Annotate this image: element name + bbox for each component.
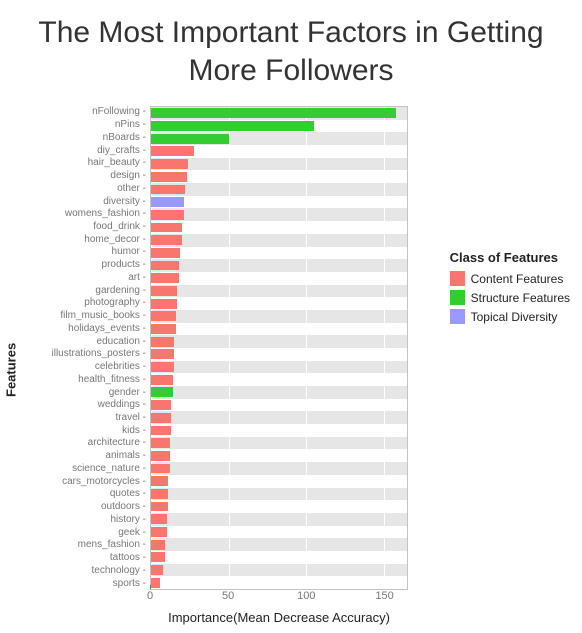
category-label: quotes - (22, 489, 146, 499)
category-label: science_nature - (22, 464, 146, 474)
bar (151, 134, 229, 144)
category-label: humor - (22, 247, 146, 257)
bar (151, 413, 171, 423)
category-label: holidays_events - (22, 324, 146, 334)
legend-title: Class of Features (450, 250, 570, 265)
y-axis-categories: nFollowing - nPins - nBoards - diy_crafts -… (22, 106, 150, 590)
category-label: film_music_books - (22, 311, 146, 321)
category-label: womens_fashion - (22, 209, 146, 219)
category-label: illustrations_posters - (22, 349, 146, 359)
category-label: nFollowing - (22, 107, 146, 117)
category-label: kids - (22, 426, 146, 436)
chart-area: Features nFollowing - nPins - nBoards - diy… (0, 106, 582, 633)
category-label: weddings - (22, 400, 146, 410)
category-label: education - (22, 337, 146, 347)
x-axis-ticks: 0 50 100 150 (150, 590, 408, 608)
category-label: nBoards - (22, 133, 146, 143)
category-label: diy_crafts - (22, 146, 146, 156)
bar (151, 223, 182, 233)
bar (151, 324, 176, 334)
category-label: history - (22, 515, 146, 525)
legend-item: Topical Diversity (450, 309, 570, 324)
bar (151, 451, 170, 461)
bar (151, 248, 180, 258)
category-label: cars_motorcycles - (22, 477, 146, 487)
bar (151, 426, 171, 436)
x-tick: 0 (147, 590, 153, 602)
x-tick: 50 (222, 590, 234, 602)
bar (151, 108, 396, 118)
bar (151, 172, 187, 182)
bar (151, 349, 174, 359)
category-label: mens_fashion - (22, 540, 146, 550)
category-label: geek - (22, 528, 146, 538)
bar (151, 197, 184, 207)
bar (151, 400, 171, 410)
x-tick: 100 (297, 590, 315, 602)
legend-swatch (450, 309, 465, 324)
plot-panel (150, 106, 408, 590)
bar (151, 146, 194, 156)
x-tick: 150 (375, 590, 393, 602)
bar (151, 489, 168, 499)
bar (151, 210, 184, 220)
bar (151, 578, 160, 588)
bar (151, 552, 165, 562)
bar (151, 514, 167, 524)
bar (151, 375, 173, 385)
category-label: celebrities - (22, 362, 146, 372)
bar (151, 464, 170, 474)
bar (151, 387, 173, 397)
category-label: food_drink - (22, 222, 146, 232)
bar (151, 185, 185, 195)
category-label: diversity - (22, 197, 146, 207)
legend-label: Topical Diversity (471, 310, 558, 324)
category-label: animals - (22, 451, 146, 461)
category-label: sports - (22, 579, 146, 589)
category-label: travel - (22, 413, 146, 423)
bar (151, 299, 177, 309)
legend-label: Content Features (471, 272, 564, 286)
category-label: products - (22, 260, 146, 270)
bar (151, 273, 179, 283)
category-label: home_decor - (22, 235, 146, 245)
category-label: gender - (22, 388, 146, 398)
bar (151, 565, 163, 575)
category-label: nPins - (22, 120, 146, 130)
bar (151, 362, 174, 372)
category-label: tattoos - (22, 553, 146, 563)
bar (151, 527, 167, 537)
category-label: technology - (22, 566, 146, 576)
bar (151, 337, 174, 347)
chart-title: The Most Important Factors in Getting Mo… (0, 0, 582, 99)
y-axis-label: Features (0, 106, 22, 633)
bar (151, 502, 168, 512)
bar (151, 261, 179, 271)
legend-item: Content Features (450, 271, 570, 286)
legend-swatch (450, 290, 465, 305)
category-label: art - (22, 273, 146, 283)
bar (151, 311, 176, 321)
bar (151, 286, 177, 296)
category-label: gardening - (22, 286, 146, 296)
legend-item: Structure Features (450, 290, 570, 305)
category-label: outdoors - (22, 502, 146, 512)
legend-swatch (450, 271, 465, 286)
category-label: other - (22, 184, 146, 194)
bar (151, 476, 168, 486)
bar (151, 121, 314, 131)
bar (151, 540, 165, 550)
category-label: design - (22, 171, 146, 181)
category-label: health_fitness - (22, 375, 146, 385)
x-axis-label: Importance(Mean Decrease Accuracy) (168, 610, 390, 625)
bar (151, 438, 170, 448)
bar (151, 235, 182, 245)
category-label: hair_beauty - (22, 158, 146, 168)
bar (151, 159, 188, 169)
category-label: photography - (22, 298, 146, 308)
legend: Class of Features Content Features Struct… (450, 250, 570, 328)
category-label: architecture - (22, 438, 146, 448)
legend-label: Structure Features (471, 291, 570, 305)
